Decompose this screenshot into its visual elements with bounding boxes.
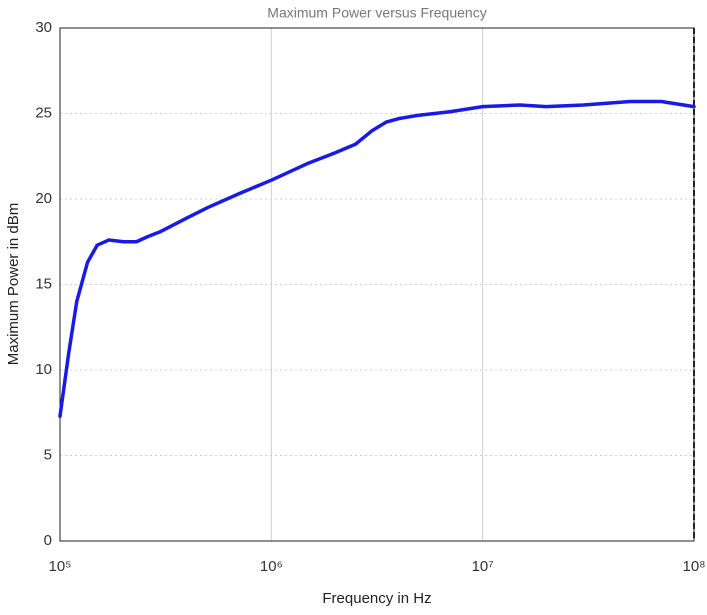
y-tick-label: 5 bbox=[44, 446, 52, 463]
x-tick-label: 10⁷ bbox=[472, 558, 494, 575]
y-tick-label: 20 bbox=[35, 190, 52, 207]
y-tick-label: 30 bbox=[35, 19, 52, 36]
x-tick-label: 10⁸ bbox=[682, 558, 705, 575]
chart-title: Maximum Power versus Frequency bbox=[267, 5, 486, 21]
x-tick-label: 10⁵ bbox=[49, 558, 72, 575]
y-tick-label: 10 bbox=[35, 361, 52, 378]
x-axis-title: Frequency in Hz bbox=[322, 590, 431, 607]
data-line bbox=[58, 99, 696, 418]
x-tick-label: 10⁶ bbox=[260, 558, 283, 575]
y-tick-label: 25 bbox=[35, 104, 52, 121]
y-axis-title: Maximum Power in dBm bbox=[5, 203, 22, 366]
y-tick-label: 15 bbox=[35, 275, 52, 292]
y-tick-label: 0 bbox=[44, 532, 52, 549]
